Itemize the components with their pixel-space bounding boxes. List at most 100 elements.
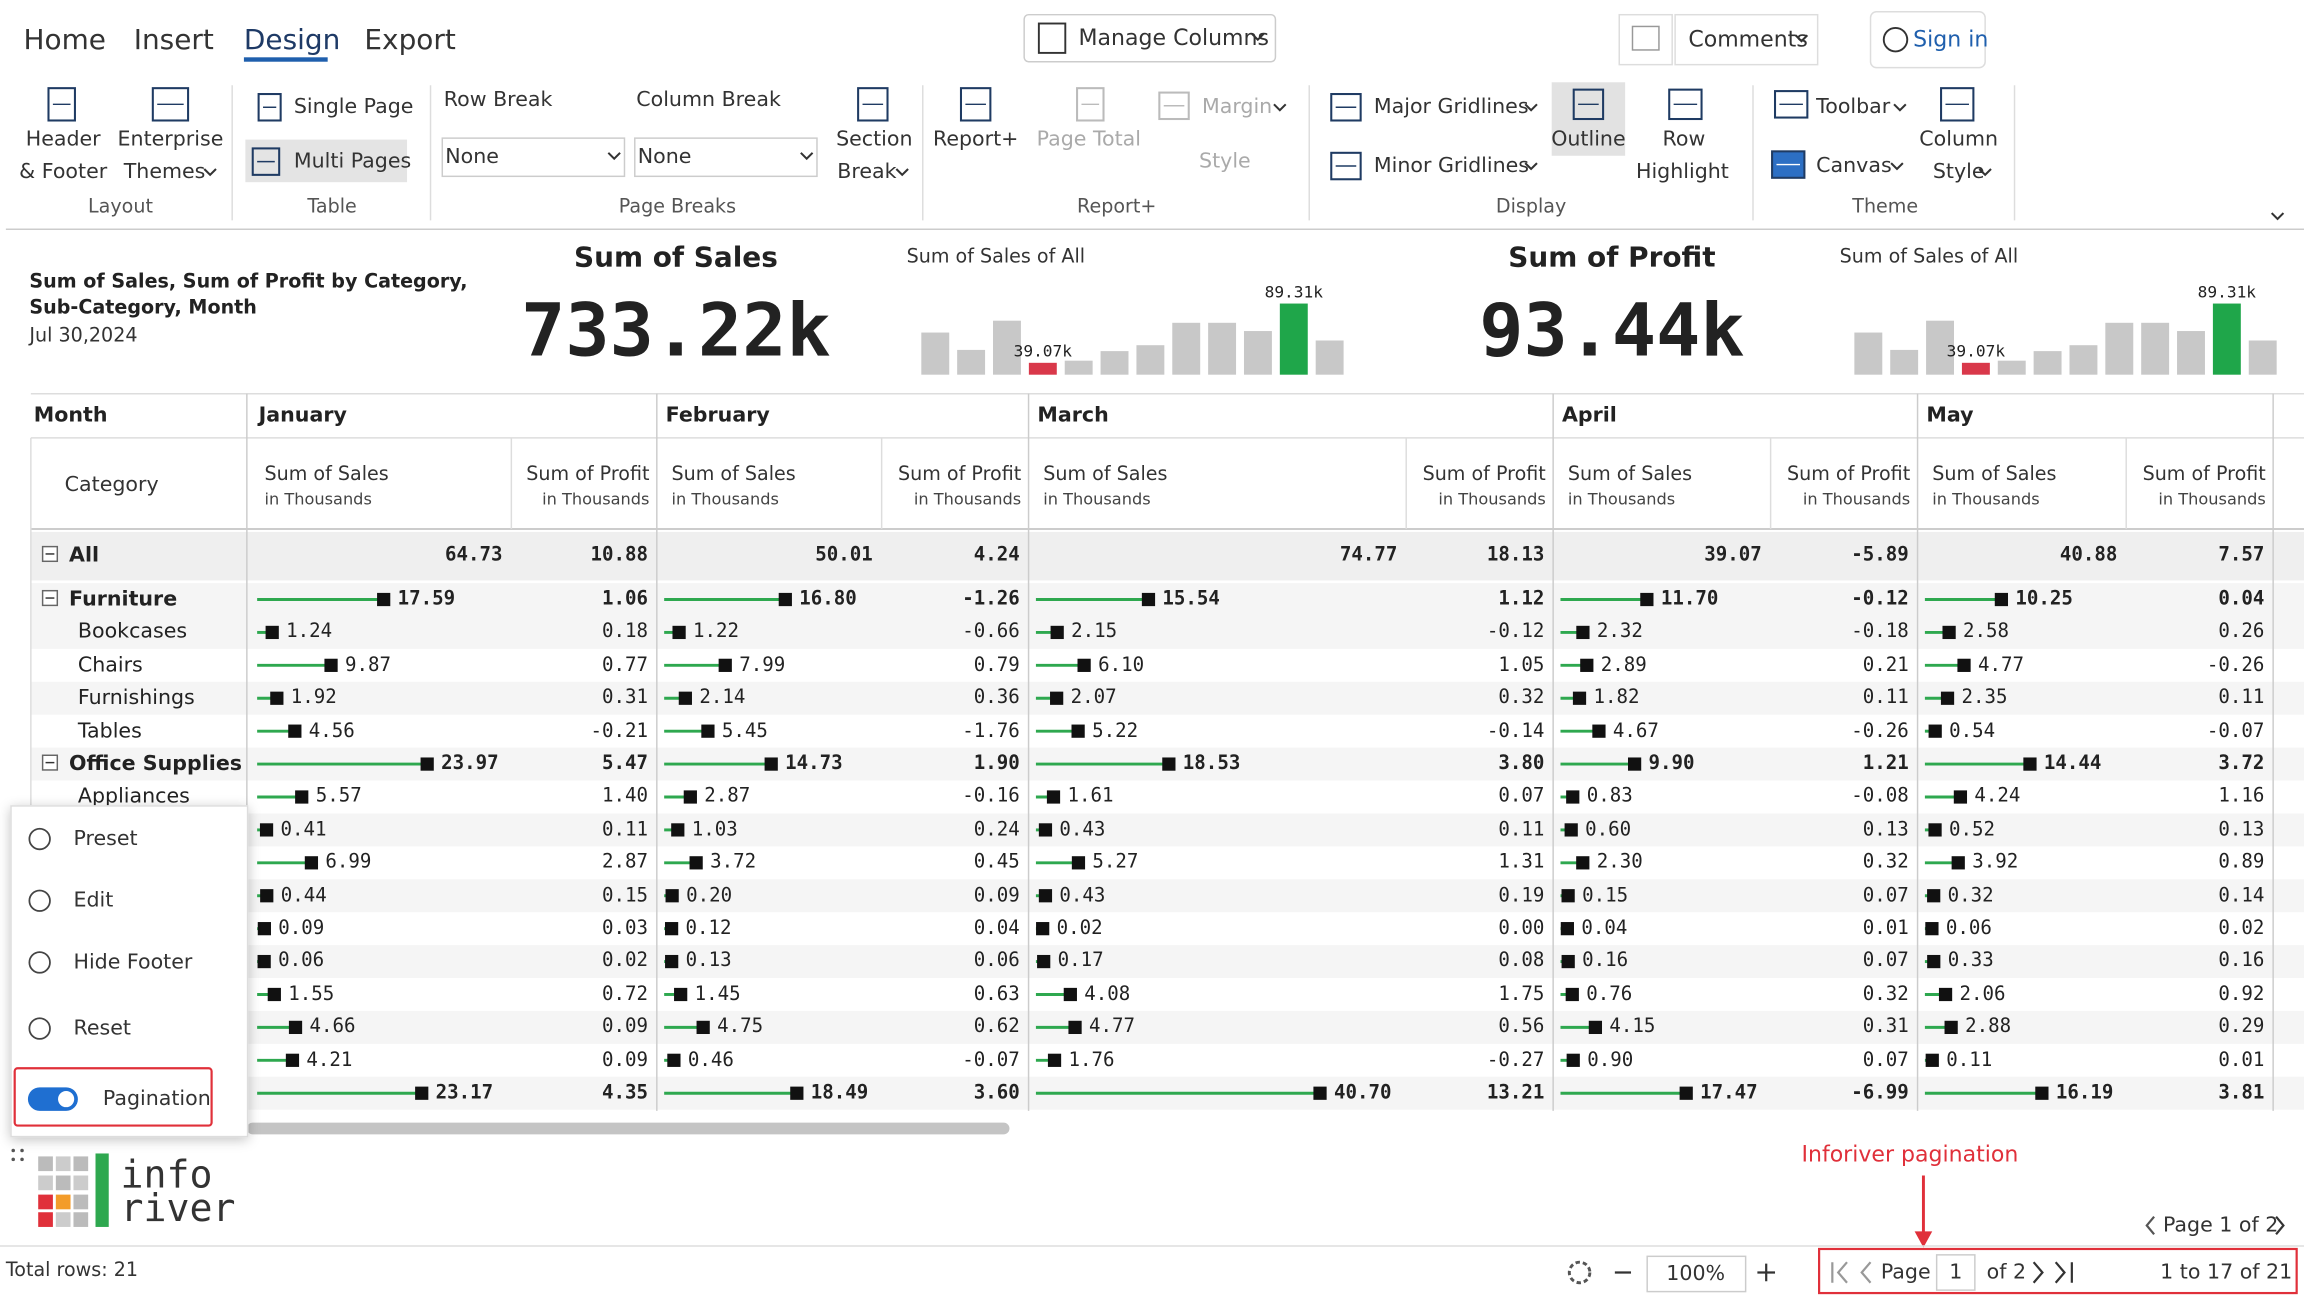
ribbon-item[interactable]: None: [445, 145, 499, 169]
ribbon-item[interactable]: Major Gridlines: [1373, 95, 1529, 120]
drag-handle: [20, 1157, 24, 1162]
ribbon-item[interactable]: Minor Gridlines: [1373, 154, 1529, 178]
ribbon-item[interactable]: Highlight: [1636, 160, 1729, 184]
ribbon-item[interactable]: Row Break: [443, 88, 553, 112]
menu-item[interactable]: Preset: [73, 827, 138, 851]
ribbon-item[interactable]: & Footer: [19, 160, 108, 184]
zoom-level[interactable]: 100%: [1666, 1262, 1726, 1286]
ribbon-item[interactable]: Multi Pages: [293, 149, 412, 174]
profit-value: 0.04: [973, 917, 1020, 940]
ribbon-item[interactable]: Enterprise: [117, 127, 224, 152]
tab[interactable]: Insert: [133, 24, 214, 57]
sales-value: 4.56: [308, 720, 355, 743]
menu-item[interactable]: Hide Footer: [73, 950, 193, 975]
bar-marker: [1047, 1053, 1062, 1067]
manage-columns[interactable]: Manage Columns: [1078, 24, 1269, 51]
ribbon-item[interactable]: Report+: [932, 127, 1019, 152]
tab[interactable]: Home: [23, 24, 106, 57]
ribbon-item[interactable]: Break: [837, 160, 897, 184]
prev-page[interactable]: [2145, 1215, 2155, 1235]
icon: [1330, 93, 1362, 122]
logo-block: [73, 1194, 89, 1210]
profit-value: 3.81: [2218, 1082, 2265, 1105]
settings-icon[interactable]: [1567, 1260, 1592, 1285]
measure-unit: in Thousands: [1438, 490, 1546, 510]
ribbon-item[interactable]: Margin: [1201, 95, 1273, 120]
sales-value: 39.07: [1704, 544, 1762, 567]
sales-value: 18.49: [810, 1082, 869, 1105]
annotation-arrow: [1914, 1231, 1933, 1248]
spark-bar: [921, 332, 950, 375]
next-page[interactable]: [2032, 1261, 2044, 1284]
ribbon-item[interactable]: Themes: [123, 160, 206, 184]
first-page[interactable]: [1831, 1261, 1848, 1284]
bar-marker: [678, 691, 692, 705]
ribbon-item[interactable]: Toolbar: [1816, 95, 1891, 120]
ribbon-item[interactable]: Column Break: [636, 88, 781, 112]
manage-columns-button[interactable]: [1023, 13, 1277, 63]
bar-marker: [764, 757, 778, 771]
page-input-value[interactable]: 1: [1949, 1260, 1963, 1285]
ribbon-item[interactable]: Style: [1199, 149, 1251, 174]
sales-value: 5.27: [1092, 851, 1139, 874]
bar-marker: [667, 1053, 681, 1067]
spark-bar: [993, 320, 1021, 375]
tab[interactable]: Export: [364, 24, 456, 57]
sales-value: 4.15: [1609, 1016, 1656, 1039]
bar-marker: [257, 954, 271, 969]
sales-value: 0.43: [1059, 818, 1106, 841]
sales-value: 2.89: [1600, 654, 1647, 677]
ribbon-item[interactable]: Canvas: [1816, 154, 1892, 178]
toggle-label[interactable]: Pagination: [102, 1087, 211, 1111]
chevron: [1524, 162, 1538, 171]
ribbon-item[interactable]: Section: [836, 127, 913, 152]
sales-value: 18.53: [1182, 753, 1241, 776]
ribbon-item[interactable]: Outline: [1551, 127, 1626, 152]
zoom-in[interactable]: [1757, 1263, 1776, 1282]
profit-value: 1.16: [2218, 785, 2265, 809]
sales-value: 4.66: [309, 1016, 356, 1039]
sales-value: 0.15: [1582, 884, 1629, 907]
sign-in[interactable]: Sign in: [1913, 25, 1989, 53]
ribbon-item[interactable]: Style: [1932, 160, 1985, 184]
sales-value: 1.61: [1067, 785, 1114, 809]
profit-value: 5.47: [601, 753, 649, 776]
bar-marker: [683, 790, 697, 804]
profit-value: -0.12: [1851, 588, 1909, 611]
ribbon-item[interactable]: Row: [1662, 127, 1706, 152]
sign-in-button[interactable]: [1869, 11, 1986, 69]
bar-marker: [1951, 856, 1965, 870]
prev-page[interactable]: [1860, 1261, 1872, 1284]
menu-item[interactable]: Reset: [73, 1016, 131, 1041]
report-title: Sub-Category, Month: [29, 297, 257, 320]
sales-value: 2.07: [1070, 687, 1117, 710]
last-page[interactable]: [2054, 1261, 2073, 1284]
bar-marker: [270, 691, 284, 705]
menu-icons: [13, 827, 213, 1127]
ribbon-item[interactable]: None: [637, 145, 692, 169]
comments[interactable]: Comments: [1688, 25, 1808, 53]
sales-value: 0.33: [1947, 950, 1994, 973]
bar-marker: [1566, 790, 1580, 804]
comments-button[interactable]: [1674, 13, 1819, 66]
tab[interactable]: Design: [243, 24, 341, 57]
chevron: [1251, 33, 1265, 42]
ribbon-item[interactable]: Single Page: [293, 95, 414, 120]
profit-value: 0.02: [601, 950, 649, 973]
profit-value: 0.36: [973, 687, 1020, 710]
ribbon-item[interactable]: Column: [1919, 127, 1999, 152]
bar-marker: [1580, 658, 1594, 672]
sales-value: 3.72: [710, 851, 757, 874]
sales-value: 0.06: [278, 950, 325, 973]
next-page[interactable]: [2275, 1215, 2285, 1235]
ribbon-item[interactable]: Page Total: [1036, 127, 1142, 152]
sales-value: 0.52: [1949, 818, 1996, 841]
sales-value: 1.92: [290, 687, 337, 710]
sales-value: 0.12: [685, 917, 732, 940]
total-rows: Total rows: 21: [5, 1260, 139, 1283]
menu-item[interactable]: Edit: [73, 888, 114, 913]
sales-value: 17.47: [1700, 1082, 1758, 1105]
sales-value: 0.90: [1587, 1049, 1634, 1072]
ribbon-item[interactable]: Header: [25, 127, 101, 152]
spark-bar: [1064, 360, 1093, 375]
